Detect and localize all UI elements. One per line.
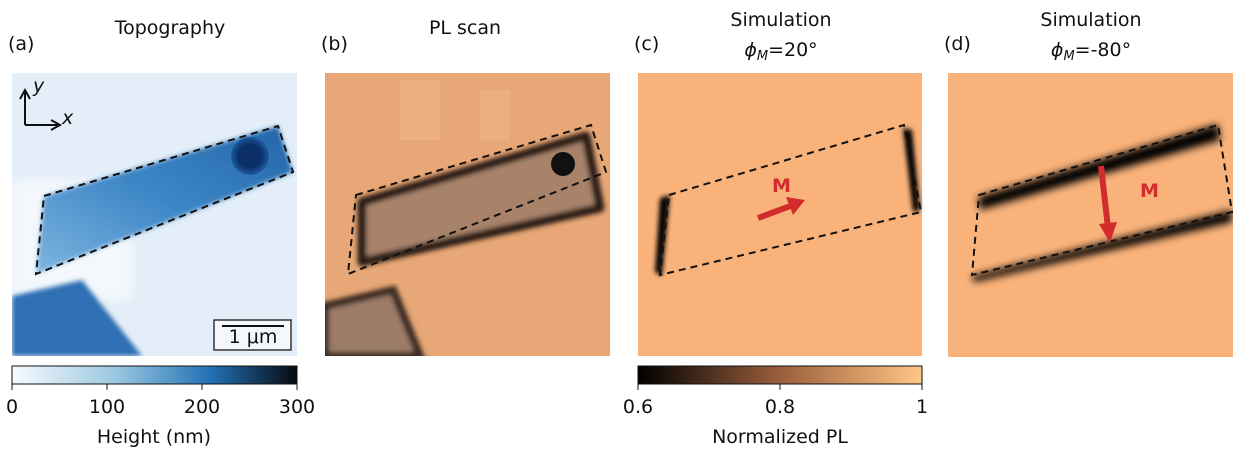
phi-index: M bbox=[1063, 49, 1074, 64]
tick-label: 200 bbox=[184, 396, 220, 418]
magnetization-arrow bbox=[756, 197, 805, 221]
panel-subtitle: ϕM=20° bbox=[744, 39, 817, 64]
panel-label: (b) bbox=[321, 33, 348, 55]
x-axis-label: x bbox=[61, 107, 74, 129]
simulation-image bbox=[948, 73, 1233, 357]
simulation-image bbox=[638, 73, 922, 356]
tick-label: 0 bbox=[6, 396, 18, 418]
panel-title: PL scan bbox=[429, 17, 501, 39]
tick-label: 300 bbox=[279, 396, 315, 418]
colorbar-ticks: 0 100 200 300 0.6 0.8 1 bbox=[6, 384, 928, 418]
panel-subtitle: ϕM=-80° bbox=[1051, 39, 1131, 64]
panel-label: (a) bbox=[8, 33, 34, 55]
magnetization-arrow bbox=[1098, 165, 1117, 243]
panel-title: Topography bbox=[114, 17, 226, 39]
colorbar bbox=[637, 365, 923, 385]
outline bbox=[970, 123, 1234, 277]
phi-symbol: ϕ bbox=[744, 39, 757, 61]
topography-image bbox=[12, 73, 297, 356]
panel-label: (c) bbox=[634, 33, 659, 55]
y-axis-label: y bbox=[32, 75, 45, 97]
colorbar bbox=[11, 365, 298, 385]
tick-label: 1 bbox=[916, 396, 928, 418]
phi-symbol: ϕ bbox=[1051, 39, 1064, 61]
panel-title: Simulation bbox=[730, 9, 831, 31]
panel-title: Simulation bbox=[1040, 9, 1141, 31]
outline bbox=[658, 123, 923, 277]
axes-indicator bbox=[19, 87, 63, 131]
arrow-label: M bbox=[772, 175, 791, 197]
scale-bar-label: 1 μm bbox=[229, 326, 278, 348]
phi-index: M bbox=[757, 49, 768, 64]
tick-label: 0.6 bbox=[623, 396, 653, 418]
phi-value: =20° bbox=[768, 39, 818, 61]
panel-label: (d) bbox=[944, 33, 971, 55]
colorbar-label: Normalized PL bbox=[712, 426, 848, 448]
colorbar-label: Height (nm) bbox=[97, 426, 211, 448]
tick-label: 100 bbox=[89, 396, 125, 418]
pl-scan-image bbox=[325, 73, 610, 356]
tick-label: 0.8 bbox=[765, 396, 795, 418]
arrow-label: M bbox=[1140, 180, 1159, 202]
outline bbox=[34, 124, 295, 276]
phi-value: =-80° bbox=[1075, 39, 1131, 61]
outline bbox=[346, 123, 608, 276]
